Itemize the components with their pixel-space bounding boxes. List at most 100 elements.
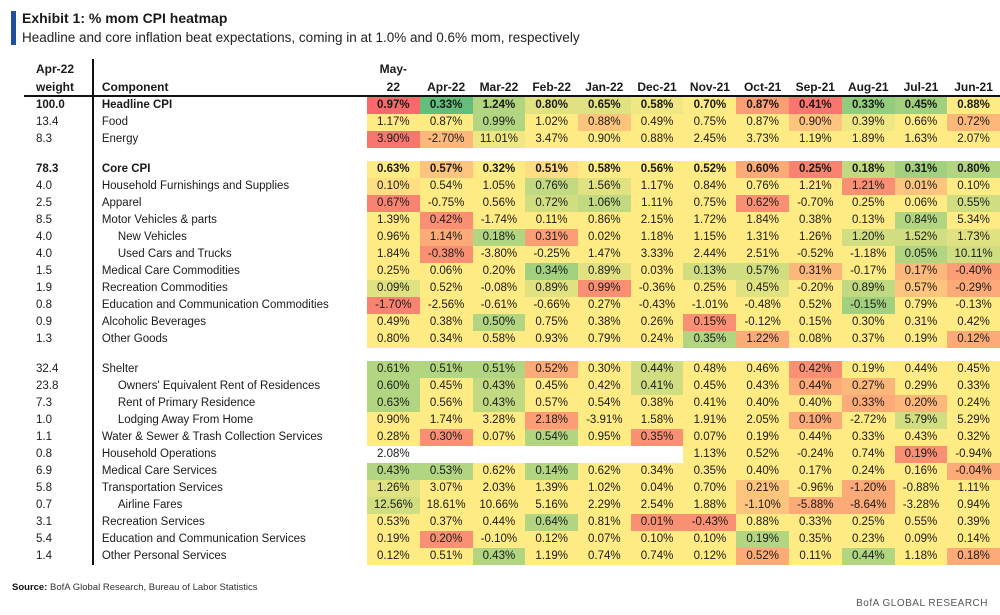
heat-cell: 1.58%: [630, 412, 684, 429]
component-cell: Motor Vehicles & parts: [91, 212, 367, 229]
component-cell: Lodging Away From Home: [91, 412, 367, 429]
heat-cell: 0.44%: [630, 361, 684, 378]
heat-cell: -2.56%: [419, 297, 473, 314]
heat-cell: 0.88%: [578, 114, 631, 131]
component-cell: Alcoholic Beverages: [91, 314, 367, 331]
component-header: [91, 59, 367, 77]
heat-cell: 1.11%: [630, 195, 684, 212]
table-row: 1.1 Water & Sewer & Trash Collection Serv…: [24, 429, 1000, 446]
heat-cell: 3.28%: [472, 412, 526, 429]
heat-cell: 0.90%: [578, 131, 631, 148]
month-header: [789, 59, 842, 77]
heat-cell: 2.54%: [630, 497, 684, 514]
heat-cell: 0.58%: [472, 331, 526, 348]
component-cell: Core CPI: [91, 161, 367, 178]
weight-cell: 100.0: [36, 99, 65, 111]
heat-cell: 0.12%: [525, 531, 579, 548]
heat-cell: 0.33%: [419, 96, 473, 114]
heat-cell: 1.06%: [578, 195, 631, 212]
heat-cell: 0.50%: [472, 314, 526, 331]
table-row: 0.8 Education and Communication Commoditi…: [24, 297, 1000, 314]
heat-cell: 0.08%: [788, 331, 842, 348]
heat-cell: 1.84%: [366, 246, 420, 263]
table-row: 5.4 Education and Communication Services 0…: [24, 531, 1000, 548]
heat-cell: -0.04%: [947, 463, 1000, 480]
heat-cell: 1.74%: [419, 412, 473, 429]
spacer-row: [24, 348, 1000, 361]
heat-cell: 1.24%: [472, 96, 526, 114]
heat-cell: -1.70%: [366, 297, 420, 314]
heat-cell: 0.33%: [947, 378, 1000, 395]
heat-cell: 0.61%: [366, 361, 420, 378]
month-header: Jul-21: [894, 77, 948, 97]
heat-cell: 0.44%: [841, 548, 895, 565]
spacer-cell: [24, 148, 93, 161]
heat-cell: 1.02%: [578, 480, 631, 497]
weight-cell: 5.8: [36, 482, 52, 494]
component-cell: Transportation Services: [91, 480, 367, 497]
heat-cell: 0.24%: [630, 331, 684, 348]
month-header: [473, 59, 526, 77]
month-header: Oct-21: [736, 77, 789, 97]
component-cell: Owners' Equivalent Rent of Residences: [91, 378, 367, 395]
heat-cell: 0.90%: [366, 412, 420, 429]
heat-cell: 0.90%: [788, 114, 842, 131]
heat-cell: 0.34%: [630, 463, 684, 480]
spacer-cell: [842, 148, 895, 161]
heat-cell: 0.14%: [947, 531, 1000, 548]
heat-cell: 0.34%: [419, 331, 473, 348]
month-header: Feb-22: [525, 77, 579, 97]
heat-cell: 2.29%: [578, 497, 631, 514]
heat-cell: -0.88%: [894, 480, 948, 497]
heat-cell: 0.88%: [630, 131, 684, 148]
heat-cell: 0.74%: [578, 548, 631, 565]
heat-cell: 0.43%: [736, 378, 789, 395]
heat-cell: 1.19%: [788, 131, 842, 148]
heat-cell: 1.39%: [525, 480, 579, 497]
heat-cell: -0.08%: [472, 280, 526, 297]
heat-cell: 3.07%: [419, 480, 473, 497]
component-cell: New Vehicles: [91, 229, 367, 246]
weight-cell: 4.0: [36, 248, 52, 260]
heat-cell: 1.91%: [683, 412, 737, 429]
heat-cell: 0.43%: [366, 463, 420, 480]
heat-cell: 0.32%: [472, 161, 526, 178]
heat-cell: 0.95%: [578, 429, 631, 446]
component-cell: Rent of Primary Residence: [91, 395, 367, 412]
component-cell: Medical Care Services: [91, 463, 367, 480]
heat-cell: 0.80%: [366, 331, 420, 348]
heat-cell: 0.70%: [683, 96, 737, 114]
spacer-cell: [24, 348, 93, 361]
heat-cell: -0.75%: [419, 195, 473, 212]
heat-cell: 0.56%: [419, 395, 473, 412]
heat-cell: 0.72%: [947, 114, 1000, 131]
heat-cell: 0.19%: [366, 531, 420, 548]
heat-cell: 0.94%: [947, 497, 1000, 514]
heat-cell: 0.03%: [630, 263, 684, 280]
heat-cell: -2.70%: [419, 131, 473, 148]
heat-cell: 0.31%: [894, 161, 948, 178]
heat-cell: 0.65%: [578, 96, 631, 114]
heat-cell: 0.12%: [366, 548, 420, 565]
heat-cell: 0.29%: [894, 378, 948, 395]
heat-cell: 0.10%: [788, 412, 842, 429]
heat-cell: 0.41%: [683, 395, 737, 412]
weight-header: Apr-22: [36, 62, 75, 76]
spacer-cell: [473, 148, 526, 161]
weight-cell: 1.1: [36, 431, 52, 443]
heat-cell: 0.27%: [578, 297, 631, 314]
table-row: 1.5 Medical Care Commodities 0.25% 0.06% 0.2…: [24, 263, 1000, 280]
heat-cell: 0.35%: [683, 463, 737, 480]
source-note: Source: BofA Global Research, Bureau of …: [12, 582, 258, 593]
heat-cell: 0.19%: [736, 429, 789, 446]
heat-cell: 1.26%: [788, 229, 842, 246]
heat-cell: 1.20%: [841, 229, 895, 246]
table-row: 8.3 Energy 3.90% -2.70% 11.01% 3.47% 0.90% 0.88…: [24, 131, 1000, 148]
heat-cell: 0.84%: [683, 178, 737, 195]
heat-cell: 0.81%: [578, 514, 631, 531]
table-row: 13.4 Food 1.17% 0.87% 0.99% 1.02% 0.88% 0.49% 0.…: [24, 114, 1000, 131]
heat-cell: 0.37%: [841, 331, 895, 348]
heat-cell: -0.48%: [736, 297, 789, 314]
weight-cell: 1.3: [36, 333, 52, 345]
heat-cell: 0.75%: [683, 195, 737, 212]
